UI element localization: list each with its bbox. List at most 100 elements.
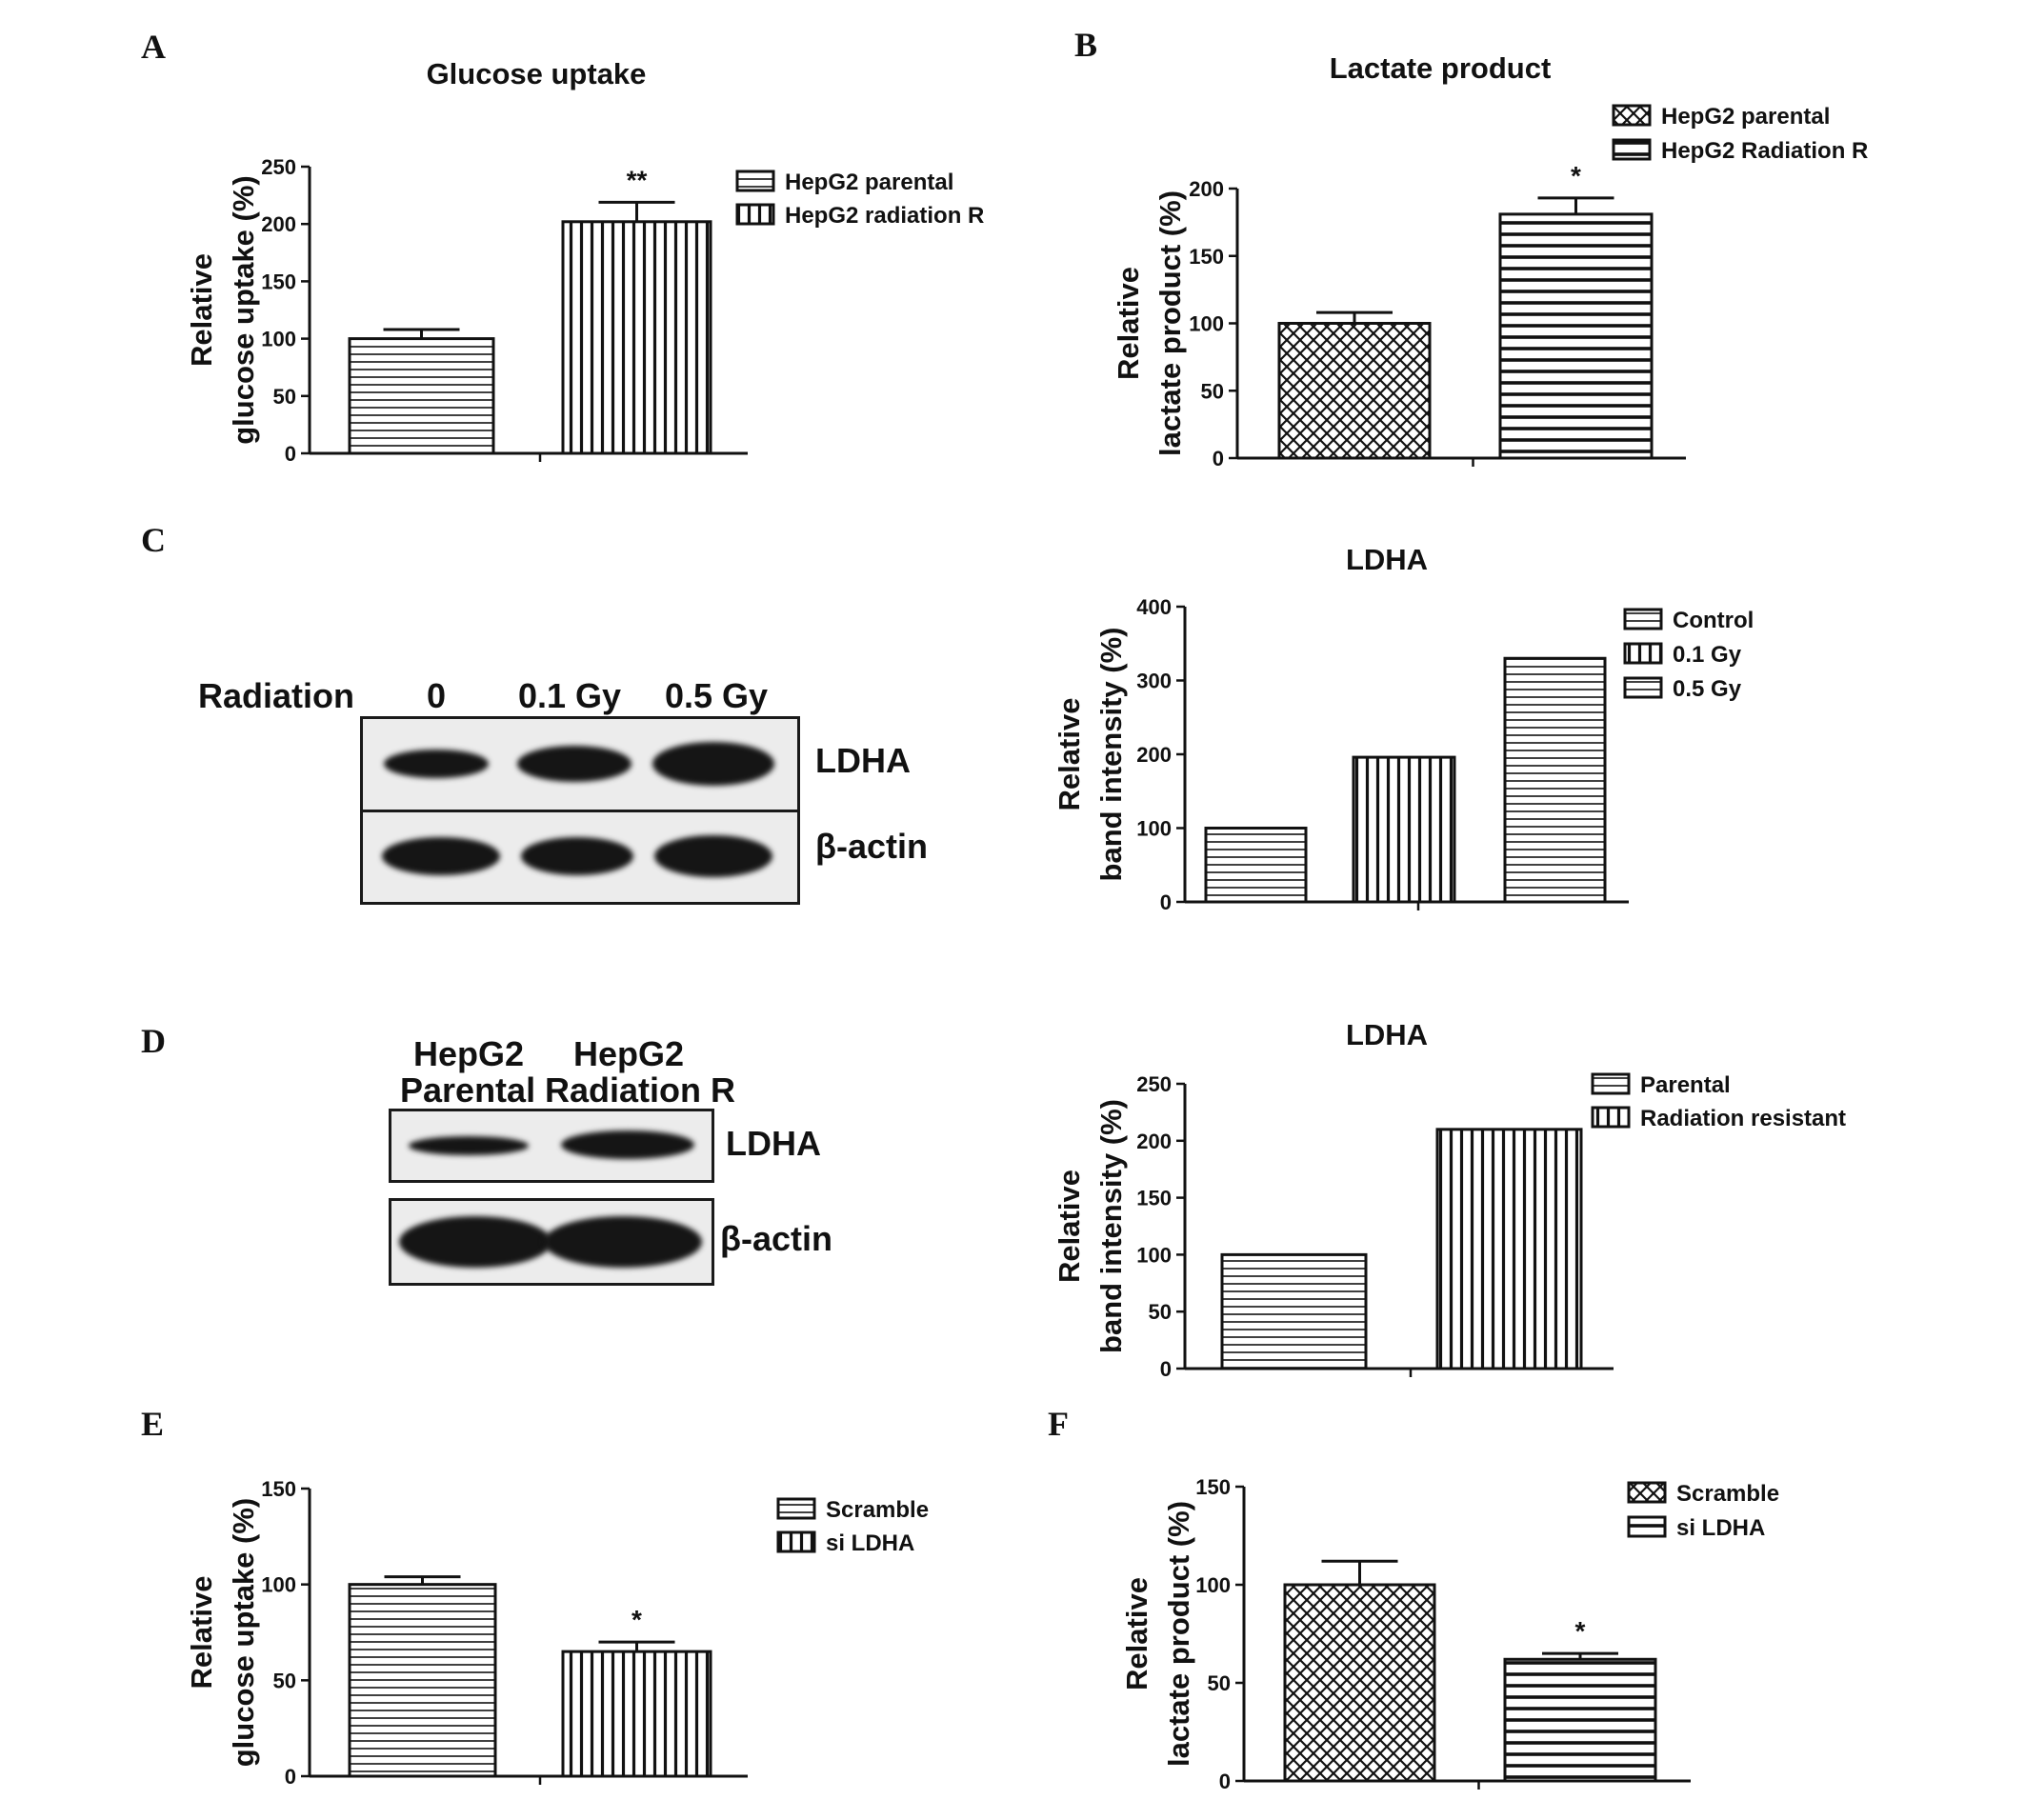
blot-c-ldha-label: LDHA [815,741,911,780]
y-axis-label: Relative [185,253,218,367]
lane-label-d-0-line2: Parental [400,1070,536,1110]
y-tick-label: 0 [285,1765,296,1789]
y-tick-label: 100 [1136,1243,1172,1267]
bar [1352,755,1456,904]
legend-label: HepG2 Radiation R [1661,138,1868,164]
legend-label: 0.1 Gy [1673,642,1742,668]
y-tick-label: 100 [1136,817,1172,841]
blot-c-actin-band [521,837,633,875]
legend-label: si LDHA [826,1530,914,1556]
y-tick-label: 100 [1195,1573,1231,1597]
legend-label: Control [1673,608,1754,633]
y-tick-label: 0 [1213,447,1224,470]
y-tick-label: 0 [1160,1357,1172,1381]
blot-d-actin-band [399,1216,551,1268]
y-tick-label: 50 [273,385,296,409]
bar [348,1583,497,1778]
y-tick-label: 200 [1136,743,1172,767]
blot-d-actin-strip [389,1198,714,1286]
blot-c-ldha-band [652,742,774,786]
blot-d-ldha-strip [389,1109,714,1183]
legend-swatch [735,203,775,226]
blot-d-ldha-band [561,1130,694,1159]
bar [561,1650,712,1778]
legend-swatch [1623,642,1663,665]
bar [1283,1583,1436,1783]
significance-marker: ** [627,165,648,194]
y-axis-label: Relative [1053,698,1086,811]
legend-swatch [776,1497,816,1520]
legend-swatch [1623,608,1663,630]
y-tick-label: 250 [261,155,296,179]
chart-title: LDHA [1346,543,1428,576]
y-axis-label: band intensity (%) [1094,628,1128,882]
panel-label-c: C [141,521,166,559]
y-axis-label: Relative [1053,1170,1086,1283]
lane-label-d-0-line1: HepG2 [413,1034,525,1073]
y-tick-label: 50 [273,1669,296,1692]
lane-label-c-2: 0.5 Gy [665,676,769,715]
y-tick-label: 0 [1219,1770,1231,1793]
legend-label: Parental [1640,1072,1731,1098]
lane-label-d-1-line1: HepG2 [573,1034,685,1073]
legend-label: Radiation resistant [1640,1106,1846,1131]
legend-swatch [735,170,775,192]
y-tick-label: 150 [1136,1187,1172,1210]
y-tick-label: 150 [261,270,296,293]
y-tick-label: 50 [1149,1300,1172,1324]
y-tick-label: 100 [1189,312,1224,336]
lane-label-c-0: 0 [427,676,447,715]
bar [1204,827,1308,904]
legend-swatch [1627,1481,1667,1504]
bar [1435,1128,1583,1370]
y-tick-label: 0 [285,442,296,466]
legend-label: HepG2 parental [785,170,953,195]
bar [561,220,712,455]
legend-label: HepG2 radiation R [785,203,984,229]
bar [1220,1252,1368,1370]
panel-label-f: F [1048,1405,1069,1443]
radiation-label: Radiation [198,676,355,715]
y-tick-label: 200 [1189,177,1224,201]
y-tick-label: 150 [1195,1475,1231,1499]
y-tick-label: 300 [1136,670,1172,693]
blot-d-actin-label: β-actin [720,1219,832,1258]
y-tick-label: 50 [1208,1671,1231,1695]
lane-label-c-1: 0.1 Gy [518,676,622,715]
blot-c-ldha-strip [360,716,800,815]
legend-swatch [1591,1072,1631,1095]
y-tick-label: 0 [1160,890,1172,914]
legend-swatch [1612,104,1652,127]
blot-c-actin-band [654,835,772,877]
legend-label: 0.5 Gy [1673,676,1742,702]
legend-label: Scramble [826,1497,929,1523]
legend-swatch [1591,1106,1631,1129]
significance-marker: * [1571,161,1581,190]
blot-c-actin-strip [360,810,800,905]
y-axis-label: glucose uptake (%) [227,175,260,445]
y-tick-label: 400 [1136,595,1172,619]
blot-c-ldha-band [517,746,632,782]
blot-d-ldha-band [409,1136,529,1155]
y-tick-label: 250 [1136,1072,1172,1096]
bar [348,337,495,455]
bar [1503,1657,1657,1783]
y-axis-label: Relative [185,1576,218,1690]
y-tick-label: 100 [261,1573,296,1597]
legend-label: Scramble [1676,1481,1779,1507]
legend-swatch [1612,138,1652,161]
panel-label-e: E [141,1405,165,1443]
panel-label-a: A [141,28,166,66]
blot-d-ldha-label: LDHA [726,1124,821,1163]
legend-swatch [776,1530,816,1553]
y-tick-label: 150 [1189,245,1224,269]
bar [1503,656,1607,904]
chart-title: Glucose uptake [427,57,647,90]
y-axis-label: Relative [1120,1577,1153,1690]
bar [1277,322,1432,460]
